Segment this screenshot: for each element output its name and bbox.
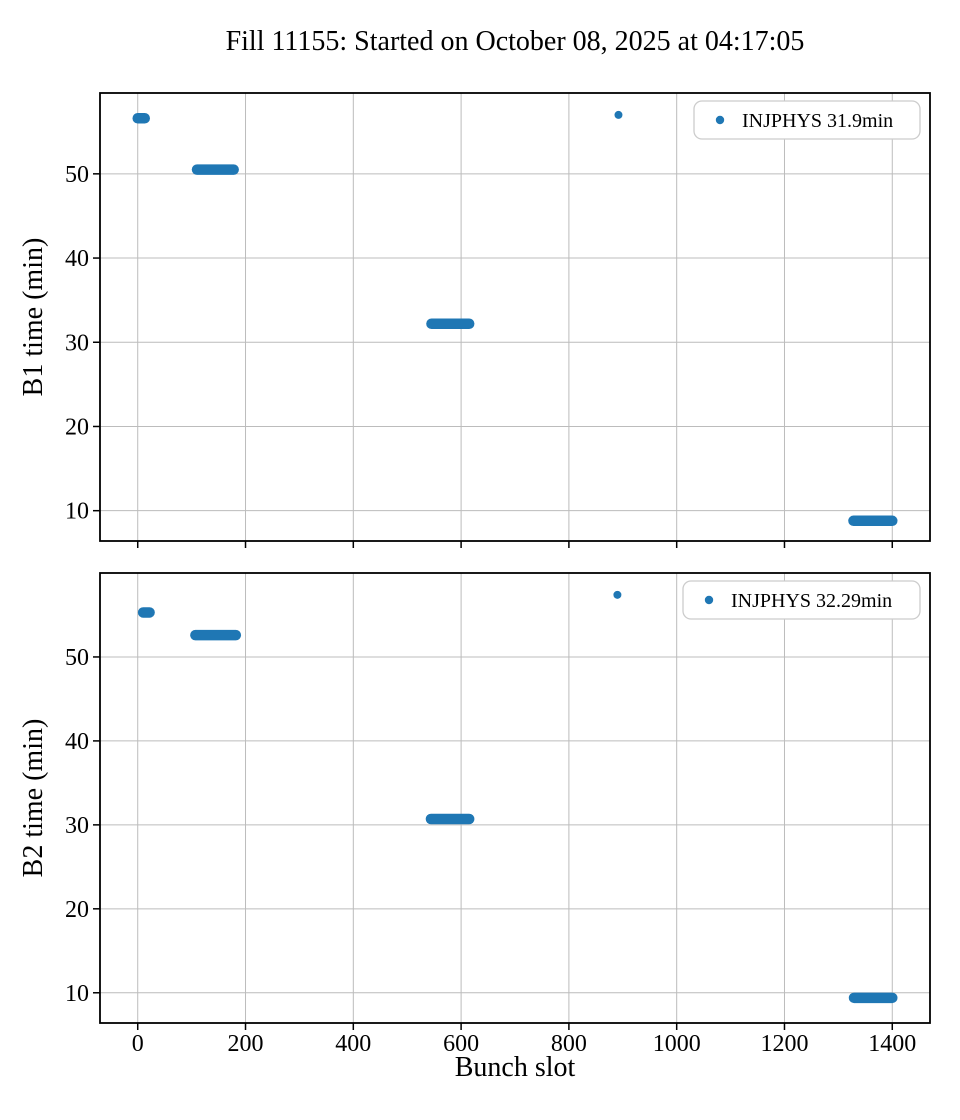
- y-tick-label: 20: [65, 414, 89, 440]
- y-axis-label-b1: B1 time (min): [18, 237, 49, 397]
- chart-title: Fill 11155: Started on October 08, 2025 …: [225, 26, 805, 57]
- y-axis-label-b2: B2 time (min): [18, 718, 49, 878]
- y-tick-label: 50: [65, 645, 89, 671]
- x-tick-label: 200: [228, 1031, 264, 1057]
- x-tick-label: 600: [443, 1031, 479, 1057]
- y-tick-label: 30: [65, 330, 89, 356]
- x-tick-label: 800: [551, 1031, 587, 1057]
- plot-frame: [99, 572, 931, 1024]
- x-tick-label: 1000: [653, 1031, 701, 1057]
- x-tick-label: 400: [335, 1031, 371, 1057]
- y-tick-label: 10: [65, 981, 89, 1007]
- data-point: [614, 110, 623, 119]
- plot-frame: [99, 92, 931, 542]
- y-tick-label: 10: [65, 499, 89, 525]
- legend-marker-icon: [715, 115, 725, 125]
- y-tick-label: 40: [65, 729, 89, 755]
- x-tick-label: 1400: [868, 1031, 916, 1057]
- data-point: [613, 590, 622, 599]
- x-axis-label: Bunch slot: [454, 1052, 576, 1083]
- legend-box: [682, 580, 921, 620]
- legend-box: [693, 100, 921, 140]
- y-tick-label: 50: [65, 162, 89, 188]
- x-tick-label: 0: [132, 1031, 144, 1057]
- y-tick-label: 20: [65, 897, 89, 923]
- legend-label: INJPHYS 32.29min: [731, 590, 892, 612]
- y-tick-label: 30: [65, 813, 89, 839]
- legend: INJPHYS 31.9min: [693, 100, 921, 140]
- x-tick-label: 1200: [760, 1031, 808, 1057]
- legend: INJPHYS 32.29min: [682, 580, 921, 620]
- legend-label: INJPHYS 31.9min: [742, 110, 893, 132]
- legend-marker-icon: [704, 595, 714, 605]
- y-tick-label: 40: [65, 246, 89, 272]
